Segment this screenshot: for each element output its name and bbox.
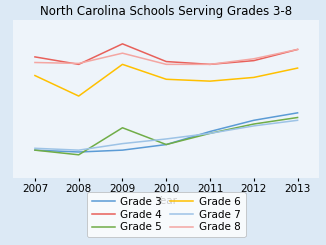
Legend: Grade 3, Grade 4, Grade 5, Grade 6, Grade 7, Grade 8: Grade 3, Grade 4, Grade 5, Grade 6, Grad… (87, 192, 245, 237)
X-axis label: Year: Year (155, 196, 177, 207)
Title: North Carolina Schools Serving Grades 3-8: North Carolina Schools Serving Grades 3-… (40, 5, 292, 18)
